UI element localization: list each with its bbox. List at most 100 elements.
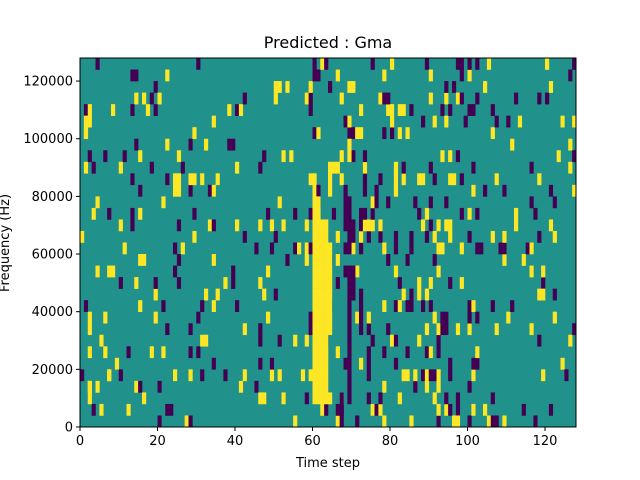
- heatmap-cell: [308, 323, 313, 336]
- heatmap-cell: [320, 346, 325, 359]
- heatmap-cell: [393, 230, 399, 243]
- heatmap-cell: [316, 346, 321, 359]
- x-tick-label: 100: [455, 434, 480, 449]
- heatmap-cell: [479, 242, 484, 255]
- heatmap-cell: [328, 81, 333, 93]
- heatmap-cell: [165, 69, 170, 82]
- heatmap-cell: [235, 219, 240, 232]
- heatmap-cell: [312, 311, 317, 324]
- heatmap-cell: [386, 254, 391, 266]
- heatmap-cell: [521, 254, 526, 266]
- heatmap-cell: [312, 173, 317, 186]
- heatmap-cell: [351, 219, 356, 232]
- heatmap-cell: [362, 219, 368, 232]
- heatmap-cell: [366, 392, 371, 405]
- heatmap-cell: [211, 115, 216, 128]
- heatmap-cell: [382, 300, 387, 312]
- heatmap-cell: [312, 127, 317, 140]
- heatmap-cell: [556, 150, 561, 163]
- heatmap-cell: [312, 58, 317, 70]
- heatmap-cell: [324, 242, 329, 255]
- heatmap-cell: [572, 150, 577, 163]
- heatmap-cell: [196, 311, 201, 324]
- heatmap-cell: [111, 265, 116, 278]
- heatmap-cell: [335, 254, 340, 266]
- heatmap-cell: [184, 415, 189, 428]
- heatmap-cell: [428, 219, 433, 232]
- heatmap-cell: [347, 346, 352, 359]
- heatmap-cell: [231, 277, 236, 289]
- heatmap-cell: [320, 323, 325, 336]
- heatmap-cell: [200, 173, 205, 186]
- heatmap-cell: [552, 230, 557, 243]
- heatmap-cell: [320, 254, 325, 266]
- heatmap-cell: [455, 323, 461, 336]
- heatmap-cell: [277, 81, 282, 93]
- heatmap-cell: [138, 254, 143, 266]
- heatmap-cell: [455, 92, 461, 105]
- heatmap-cell: [312, 300, 317, 312]
- heatmap-cell: [223, 277, 228, 289]
- heatmap-cell: [436, 346, 441, 359]
- heatmap-cell: [397, 300, 402, 312]
- heatmap-cell: [541, 265, 546, 278]
- y-axis-title: Frequency (Hz): [0, 194, 13, 292]
- heatmap-cell: [269, 219, 275, 232]
- heatmap-cell: [560, 357, 565, 370]
- heatmap-cell: [548, 219, 554, 232]
- heatmap-cell: [359, 127, 364, 140]
- heatmap-cell: [308, 173, 313, 186]
- heatmap-cell: [366, 369, 371, 382]
- heatmap-cell: [347, 334, 352, 347]
- heatmap-cell: [196, 58, 201, 70]
- heatmap-cell: [165, 173, 170, 186]
- heatmap-cell: [359, 219, 364, 232]
- heatmap-cell: [91, 161, 96, 174]
- heatmap-cell: [413, 380, 418, 393]
- heatmap-cell: [324, 288, 329, 301]
- heatmap-cell: [312, 207, 317, 220]
- heatmap-cell: [502, 230, 507, 243]
- heatmap-cell: [103, 311, 108, 324]
- heatmap-cell: [378, 92, 383, 105]
- heatmap-cell: [95, 380, 100, 393]
- heatmap-cell: [231, 138, 236, 151]
- heatmap-cell: [134, 138, 139, 151]
- heatmap-cell: [347, 242, 352, 255]
- heatmap-cell: [397, 392, 402, 405]
- heatmap-cell: [351, 150, 356, 163]
- heatmap-cell: [273, 230, 278, 243]
- heatmap-cell: [312, 392, 317, 405]
- heatmap-cell: [320, 265, 325, 278]
- x-tick-label: 0: [76, 434, 84, 449]
- heatmap-cell: [366, 230, 371, 243]
- heatmap-cell: [432, 392, 437, 405]
- heatmap-cell: [537, 173, 542, 186]
- heatmap-cell: [312, 242, 317, 255]
- heatmap-cell: [80, 369, 85, 382]
- heatmap-cell: [180, 161, 185, 174]
- heatmap-cell: [459, 69, 464, 82]
- heatmap-cell: [331, 161, 337, 174]
- heatmap-cell: [80, 230, 85, 243]
- heatmap-cell: [366, 219, 371, 232]
- heatmap-cell: [312, 288, 317, 301]
- heatmap-cell: [355, 265, 360, 278]
- heatmap-cell: [417, 207, 422, 220]
- heatmap-cell: [91, 207, 96, 220]
- heatmap-cell: [517, 115, 523, 128]
- heatmap-cell: [459, 92, 464, 105]
- heatmap-cell: [424, 288, 430, 301]
- heatmap-cell: [130, 173, 135, 186]
- y-tick-label: 100000: [23, 132, 73, 147]
- heatmap-cell: [490, 392, 495, 405]
- heatmap-cell: [459, 173, 464, 186]
- heatmap-cell: [548, 403, 554, 416]
- heatmap-cell: [370, 403, 375, 416]
- heatmap-cell: [308, 81, 313, 93]
- heatmap-cell: [347, 138, 352, 151]
- heatmap-cell: [320, 277, 325, 289]
- heatmap-cell: [355, 311, 360, 324]
- heatmap-cell: [436, 265, 441, 278]
- heatmap-cell: [514, 92, 519, 105]
